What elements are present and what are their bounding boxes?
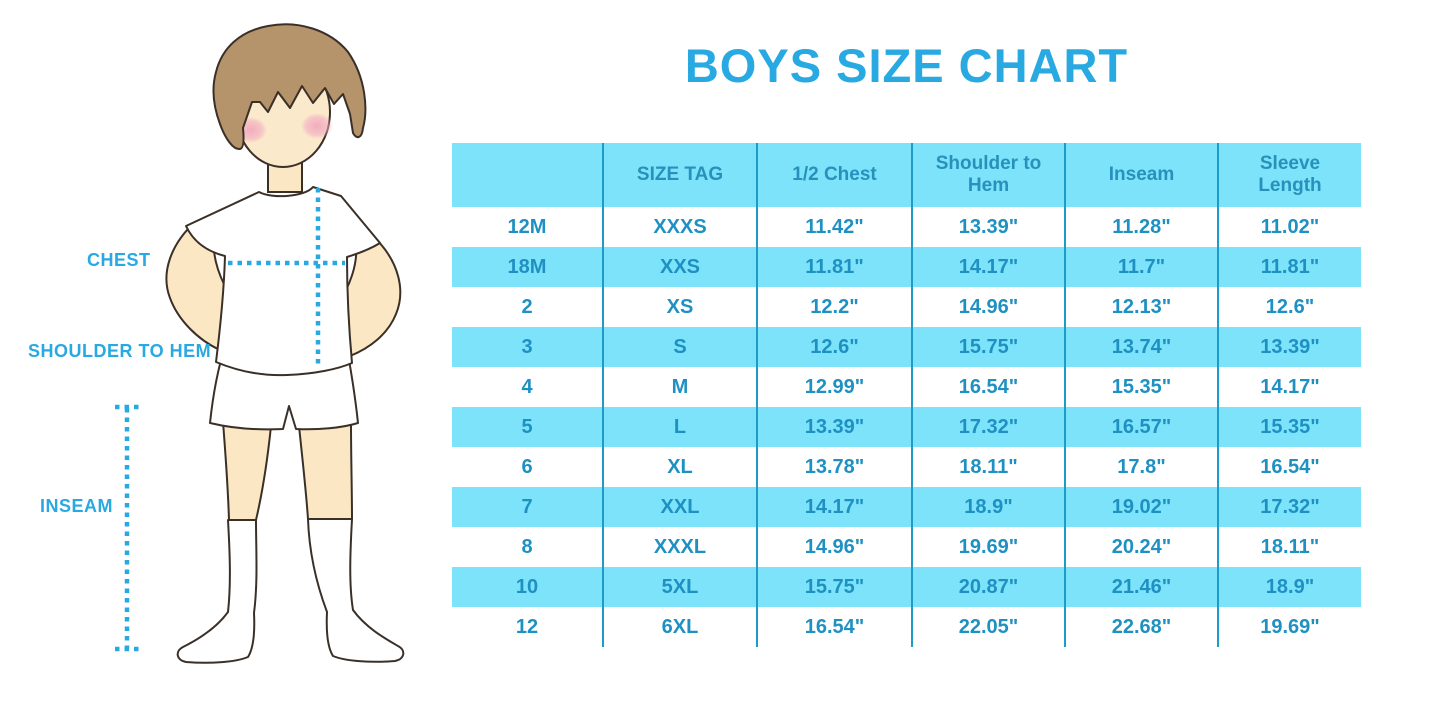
table-row: 2 XS 12.2" 14.96" 12.13" 12.6" xyxy=(452,287,1361,327)
table-cell: 12.13" xyxy=(1064,287,1218,327)
table-cell: XXS xyxy=(602,247,757,287)
table-cell: 19.02" xyxy=(1064,487,1218,527)
table-cell: 17.8" xyxy=(1064,447,1218,487)
table-cell: 18.11" xyxy=(911,447,1065,487)
table-cell: 8 xyxy=(521,535,533,558)
table-cell: 18.11" xyxy=(1217,527,1361,567)
table-cell: XL xyxy=(602,447,757,487)
column-header: Inseam xyxy=(1064,143,1218,207)
table-cell: 20.87" xyxy=(911,567,1065,607)
table-cell: 17.32" xyxy=(1217,487,1361,527)
column-header xyxy=(452,143,603,207)
column-header: Sleeve Length xyxy=(1217,143,1361,207)
table-cell: 14.96" xyxy=(756,527,912,567)
page-title: BOYS SIZE CHART xyxy=(684,39,1129,92)
table-row: 7 XXL 14.17" 18.9" 19.02" 17.32" xyxy=(452,487,1361,527)
table-cell: 13.78" xyxy=(756,447,912,487)
table-cell: 11.02" xyxy=(1217,207,1361,247)
table-cell: 3 xyxy=(452,327,603,367)
table-cell: XS xyxy=(602,287,757,327)
table-cell: 17.32" xyxy=(911,407,1065,447)
table-cell: 20.24" xyxy=(1064,527,1218,567)
table-cell: M xyxy=(602,367,757,407)
table-cell: 11.42" xyxy=(756,207,912,247)
right-cheek xyxy=(301,113,333,139)
table-cell: 12M xyxy=(507,215,547,238)
table-cell: 13.39" xyxy=(911,207,1065,247)
table-cell: 13.39" xyxy=(756,407,912,447)
table-cell: 19.69" xyxy=(911,527,1065,567)
left-sock xyxy=(176,519,258,664)
table-cell: 18M xyxy=(452,247,603,287)
table-cell: 12.6" xyxy=(756,327,912,367)
table-row: 12M XXXS 11.42" 13.39" 11.28" 11.02" xyxy=(452,207,1361,247)
table-cell: 2 xyxy=(521,295,533,318)
right-leg xyxy=(297,420,354,520)
shoulder-to-hem-label: SHOULDER TO HEM xyxy=(28,341,212,361)
table-cell: 16.54" xyxy=(756,607,912,647)
table-cell: 6XL xyxy=(602,607,757,647)
table-row: 18M XXS 11.81" 14.17" 11.7" 11.81" xyxy=(452,247,1361,287)
table-cell: 18.9" xyxy=(911,487,1065,527)
table-cell: 11.7" xyxy=(1064,247,1218,287)
table-cell: XXL xyxy=(602,487,757,527)
table-cell: 13.74" xyxy=(1064,327,1218,367)
table-cell: 14.17" xyxy=(911,247,1065,287)
table-cell: 10 xyxy=(452,567,603,607)
table-cell: 12.99" xyxy=(756,367,912,407)
table-cell: 12.2" xyxy=(756,287,912,327)
table-row: 3 S 12.6" 15.75" 13.74" 13.39" xyxy=(452,327,1361,367)
table-cell: 13.39" xyxy=(1217,327,1361,367)
table-cell: 11.81" xyxy=(756,247,912,287)
table-cell: 14.17" xyxy=(1217,367,1361,407)
table-cell: S xyxy=(602,327,757,367)
table-cell: 16.54" xyxy=(911,367,1065,407)
table-cell: 6 xyxy=(521,455,533,478)
table-cell: 5XL xyxy=(602,567,757,607)
t-shirt xyxy=(185,186,381,377)
table-cell: 16.54" xyxy=(1217,447,1361,487)
table-row: 10 5XL 15.75" 20.87" 21.46" 18.9" xyxy=(452,567,1361,607)
inseam-label: INSEAM xyxy=(40,496,114,516)
table-cell: 21.46" xyxy=(1064,567,1218,607)
table-cell: 15.75" xyxy=(911,327,1065,367)
column-header: SIZE TAG xyxy=(602,143,757,207)
table-cell: 5 xyxy=(452,407,603,447)
table-cell: 15.35" xyxy=(1064,367,1218,407)
size-table: SIZE TAG 1/2 Chest Shoulder to Hem Inseam Sl… xyxy=(452,143,1361,647)
table-cell: XXXL xyxy=(602,527,757,567)
table-cell: XXXS xyxy=(602,207,757,247)
table-cell: 4 xyxy=(521,375,533,398)
boy-illustration xyxy=(115,23,405,664)
table-cell: 22.05" xyxy=(911,607,1065,647)
table-cell: 22.68" xyxy=(1064,607,1218,647)
chest-label: CHEST xyxy=(87,250,151,270)
table-row: 5 L 13.39" 17.32" 16.57" 15.35" xyxy=(452,407,1361,447)
table-cell: 18.9" xyxy=(1217,567,1361,607)
table-cell: 14.17" xyxy=(756,487,912,527)
table-row: 8 XXXL 14.96" 19.69" 20.24" 18.11" xyxy=(452,527,1361,567)
table-cell: 15.75" xyxy=(756,567,912,607)
right-sock xyxy=(307,518,405,663)
table-cell: 11.81" xyxy=(1217,247,1361,287)
table-cell: 7 xyxy=(452,487,603,527)
table-cell: 15.35" xyxy=(1217,407,1361,447)
table-cell: 12 xyxy=(515,615,539,638)
size-table-body: 12M XXXS 11.42" 13.39" 11.28" 11.02" 18M XXS 11.… xyxy=(452,207,1361,647)
table-row: 12 6XL 16.54" 22.05" 22.68" 19.69" xyxy=(452,607,1361,647)
table-cell: 16.57" xyxy=(1064,407,1218,447)
column-header: Shoulder to Hem xyxy=(911,143,1065,207)
table-cell: 14.96" xyxy=(911,287,1065,327)
table-row: 6 XL 13.78" 18.11" 17.8" 16.54" xyxy=(452,447,1361,487)
table-cell: L xyxy=(602,407,757,447)
table-row: 4 M 12.99" 16.54" 15.35" 14.17" xyxy=(452,367,1361,407)
table-cell: 19.69" xyxy=(1217,607,1361,647)
size-table-header-row: SIZE TAG 1/2 Chest Shoulder to Hem Inseam Sl… xyxy=(452,143,1361,207)
table-cell: 11.28" xyxy=(1064,207,1218,247)
left-leg xyxy=(221,420,273,521)
table-cell: 12.6" xyxy=(1217,287,1361,327)
hair xyxy=(212,23,367,150)
column-header: 1/2 Chest xyxy=(756,143,912,207)
